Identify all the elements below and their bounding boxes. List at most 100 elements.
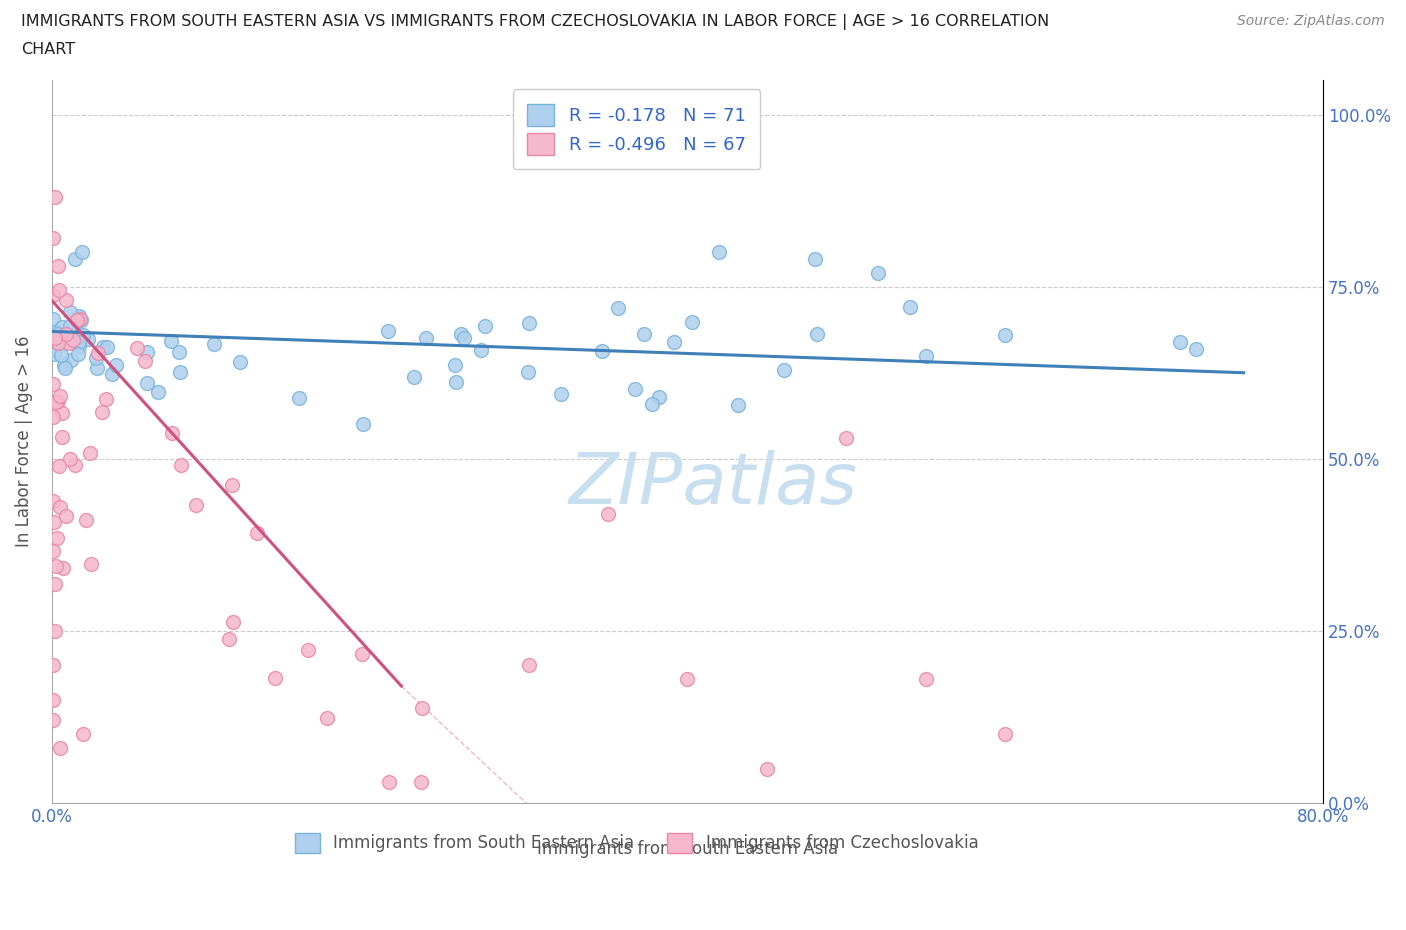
Point	[55, 326, 77, 341]
Point	[46, 336, 69, 351]
Point	[42, 544, 65, 559]
Point	[44, 342, 66, 357]
Point	[75, 512, 97, 527]
Point	[404, 370, 426, 385]
Point	[1168, 334, 1191, 349]
Point	[49, 740, 72, 755]
Point	[773, 362, 796, 377]
Point	[53, 361, 76, 376]
Point	[59, 352, 82, 367]
Point	[1185, 341, 1208, 356]
Point	[70, 313, 93, 328]
Point	[72, 245, 94, 259]
Point	[42, 658, 65, 672]
Point	[246, 525, 269, 540]
Point	[517, 658, 540, 672]
Point	[58, 336, 80, 351]
Point	[453, 330, 475, 345]
Point	[411, 700, 433, 715]
Point	[803, 252, 825, 267]
Point	[67, 339, 90, 353]
Point	[90, 405, 112, 419]
Point	[49, 347, 72, 362]
Point	[72, 327, 94, 342]
Point	[221, 478, 243, 493]
Point	[517, 316, 540, 331]
Point	[623, 382, 645, 397]
Point	[86, 360, 108, 375]
Text: Source: ZipAtlas.com: Source: ZipAtlas.com	[1237, 14, 1385, 28]
Point	[596, 507, 619, 522]
Point	[170, 458, 193, 472]
Point	[146, 384, 169, 399]
Point	[288, 391, 311, 405]
Point	[65, 327, 87, 342]
Text: IMMIGRANTS FROM SOUTH EASTERN ASIA VS IMMIGRANTS FROM CZECHOSLOVAKIA IN LABOR FO: IMMIGRANTS FROM SOUTH EASTERN ASIA VS IM…	[21, 14, 1049, 30]
Point	[450, 326, 472, 341]
Point	[51, 430, 73, 445]
Point	[84, 351, 107, 365]
Point	[96, 339, 118, 354]
Point	[352, 646, 374, 661]
Point	[77, 332, 100, 347]
Point	[136, 344, 159, 359]
Point	[444, 374, 467, 389]
Point	[55, 509, 77, 524]
Point	[46, 327, 69, 342]
Point	[44, 190, 66, 205]
Point	[516, 365, 538, 379]
Point	[63, 252, 86, 267]
Point	[136, 375, 159, 390]
Point	[264, 671, 287, 685]
Point	[169, 365, 191, 379]
Point	[218, 631, 240, 646]
Point	[66, 347, 89, 362]
Point	[222, 614, 245, 629]
Point	[42, 409, 65, 424]
Point	[42, 287, 65, 302]
Point	[42, 312, 65, 326]
Point	[443, 358, 465, 373]
Point	[994, 327, 1017, 342]
Point	[44, 330, 66, 345]
Point	[727, 397, 749, 412]
Point	[49, 499, 72, 514]
Point	[550, 387, 572, 402]
Point	[914, 671, 936, 686]
Point	[51, 320, 73, 335]
Point	[591, 343, 613, 358]
Point	[184, 498, 207, 512]
Point	[51, 326, 73, 341]
Point	[42, 231, 65, 246]
Point	[662, 334, 685, 349]
Point	[63, 458, 86, 472]
Point	[69, 312, 91, 326]
Point	[633, 326, 655, 341]
Point	[914, 348, 936, 363]
Point	[87, 346, 110, 361]
Point	[229, 354, 252, 369]
Point	[52, 561, 75, 576]
Point	[44, 623, 66, 638]
Point	[79, 445, 101, 460]
Point	[898, 299, 921, 314]
Point	[868, 265, 890, 280]
Point	[409, 775, 432, 790]
Point	[352, 417, 374, 432]
Legend: Immigrants from South Eastern Asia, Immigrants from Czechoslovakia: Immigrants from South Eastern Asia, Immi…	[288, 826, 986, 860]
Point	[44, 577, 66, 591]
Point	[55, 293, 77, 308]
Point	[46, 259, 69, 273]
Point	[44, 347, 66, 362]
Point	[94, 392, 117, 406]
Point	[378, 775, 401, 790]
Point	[42, 692, 65, 707]
Point	[59, 319, 82, 334]
Point	[606, 301, 628, 316]
Point	[59, 305, 82, 320]
Text: CHART: CHART	[21, 42, 75, 57]
Point	[648, 390, 671, 405]
Point	[105, 358, 128, 373]
Point	[315, 711, 337, 725]
Point	[134, 353, 156, 368]
